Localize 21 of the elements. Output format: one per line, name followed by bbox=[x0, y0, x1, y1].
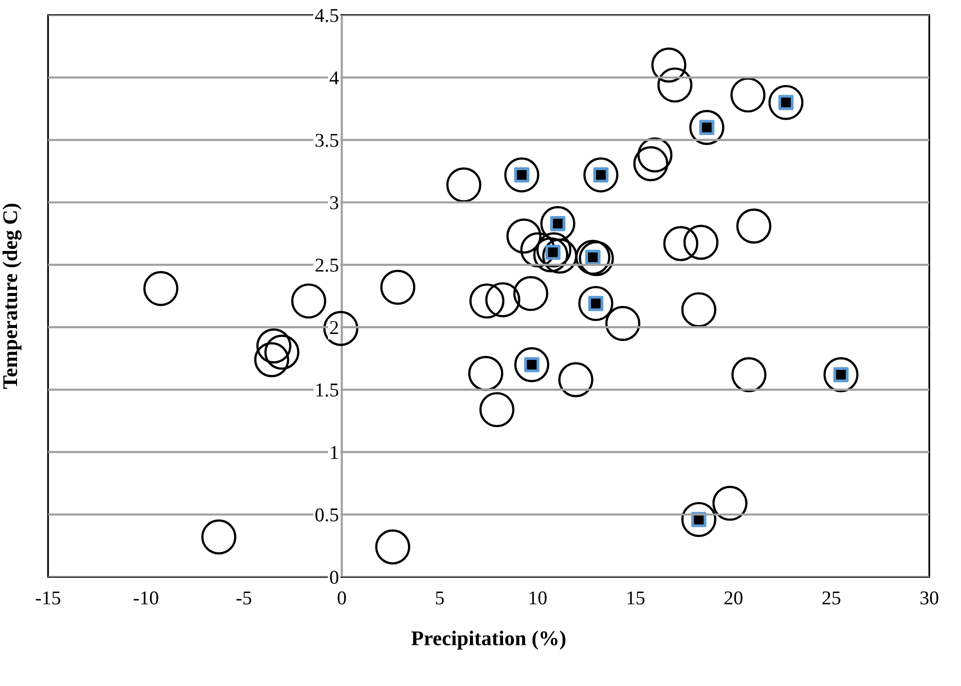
x-tick-label: -10 bbox=[134, 591, 158, 604]
y-tick-label: 3.5 bbox=[316, 134, 338, 147]
x-axis-title: Precipitation (%) bbox=[411, 630, 566, 650]
x-tick-label: -15 bbox=[36, 591, 60, 604]
x-tick-label: -5 bbox=[236, 592, 252, 604]
y-tick-label: 4 bbox=[330, 71, 339, 84]
x-tick-label: 5 bbox=[436, 592, 444, 604]
y-tick-label: 2 bbox=[330, 321, 338, 334]
y-tick-label: 0 bbox=[330, 570, 338, 584]
y-tick-label: 1 bbox=[331, 446, 338, 459]
x-tick-label: 15 bbox=[628, 591, 645, 604]
x-tick-label: 20 bbox=[724, 591, 742, 604]
y-tick-label: 3 bbox=[330, 196, 338, 210]
y-tick-label: 1.5 bbox=[316, 384, 338, 397]
x-tick-label: 25 bbox=[822, 591, 840, 604]
y-axis-title: Temperature (deg C) bbox=[2, 204, 22, 389]
y-tick-label: 4.5 bbox=[315, 9, 338, 22]
x-tick-label: 10 bbox=[530, 591, 547, 604]
y-tick-label: 0.5 bbox=[315, 508, 338, 522]
x-tick-label: 30 bbox=[920, 591, 938, 604]
y-tick-label: 2.5 bbox=[316, 258, 338, 272]
